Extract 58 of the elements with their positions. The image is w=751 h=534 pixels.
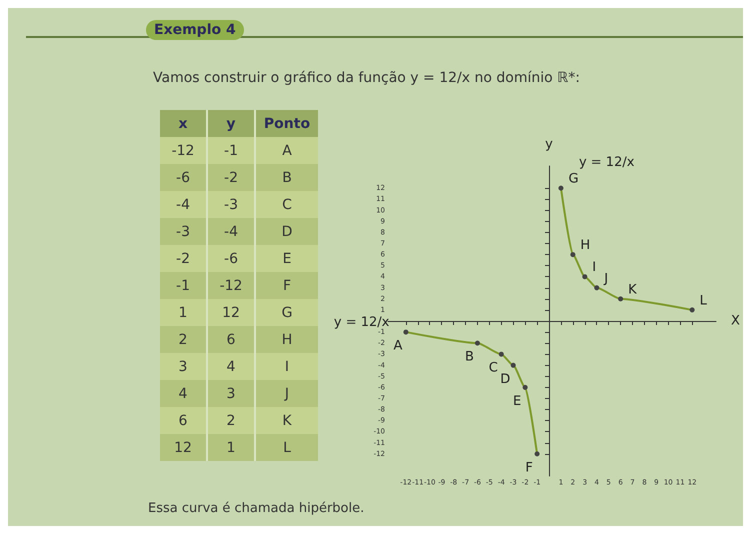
data-label: B (464, 350, 474, 365)
series-label: y = 12/x (578, 155, 635, 170)
text: Exemplo 4 (146, 20, 244, 40)
text: 12 (160, 434, 207, 461)
text: C (281, 196, 293, 214)
text: -1 (160, 272, 207, 299)
text: 1 (207, 434, 255, 461)
data-label: D (500, 372, 510, 387)
x-axis-title: X (731, 314, 740, 328)
text: 1 (160, 299, 207, 326)
data-label: I (592, 260, 596, 276)
text: -12 (160, 137, 207, 164)
text: -1 (207, 137, 255, 164)
text: Essa curva é chamada hipérbole. (148, 501, 364, 516)
text: 2 (207, 407, 255, 434)
data-label: L (700, 293, 708, 308)
text: -3 (160, 218, 207, 245)
text: -3 (207, 191, 255, 218)
data-label: F (525, 460, 533, 476)
text: 4 (207, 353, 255, 380)
text: -4 (160, 191, 207, 218)
text: 2 (160, 326, 207, 353)
text: 6 (160, 407, 207, 434)
text: I (284, 358, 290, 376)
text: -6 (160, 164, 207, 191)
text: -12 (207, 272, 255, 299)
text: -4 (207, 218, 255, 245)
text: x (160, 110, 207, 137)
y-axis-title: y (545, 137, 554, 152)
data-label: K (628, 282, 638, 298)
data-label: G (568, 172, 579, 187)
data-label: H (580, 238, 590, 254)
data-label: E (513, 394, 522, 409)
text: 3 (207, 380, 255, 407)
text: y (207, 110, 255, 137)
text: H (280, 330, 294, 350)
text: 6 (207, 326, 255, 353)
text: Ponto (262, 114, 312, 134)
text: 4 (160, 380, 207, 407)
text: L (282, 438, 292, 458)
text: F (282, 276, 292, 296)
series-label: y = 12/x (334, 315, 390, 330)
text: K (281, 412, 293, 430)
text: J (283, 384, 290, 404)
text: 3 (160, 353, 207, 380)
data-label: J (603, 271, 608, 286)
text: -6 (207, 245, 255, 272)
text: E (282, 250, 292, 268)
chart-subtitle: Vamos construir o gráfico da função y = 12/x no domínio ℝ*: (153, 70, 580, 86)
text: -2 (160, 245, 207, 272)
text: -2 (207, 164, 255, 191)
text: B (281, 168, 293, 188)
text: 12 (207, 299, 255, 326)
text: D (280, 222, 294, 242)
data-label: A (393, 338, 402, 354)
text: G (280, 304, 294, 322)
text: A (281, 142, 293, 160)
data-label: C (488, 360, 498, 376)
